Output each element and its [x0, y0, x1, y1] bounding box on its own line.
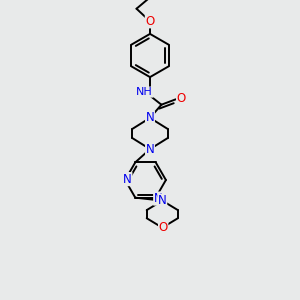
Text: O: O [177, 92, 186, 105]
Text: N: N [154, 192, 163, 205]
Text: N: N [146, 111, 154, 124]
Text: NH: NH [136, 87, 153, 97]
Text: N: N [158, 194, 167, 207]
Text: N: N [123, 172, 132, 186]
Text: O: O [146, 15, 154, 28]
Text: N: N [146, 142, 154, 156]
Text: O: O [159, 221, 168, 234]
